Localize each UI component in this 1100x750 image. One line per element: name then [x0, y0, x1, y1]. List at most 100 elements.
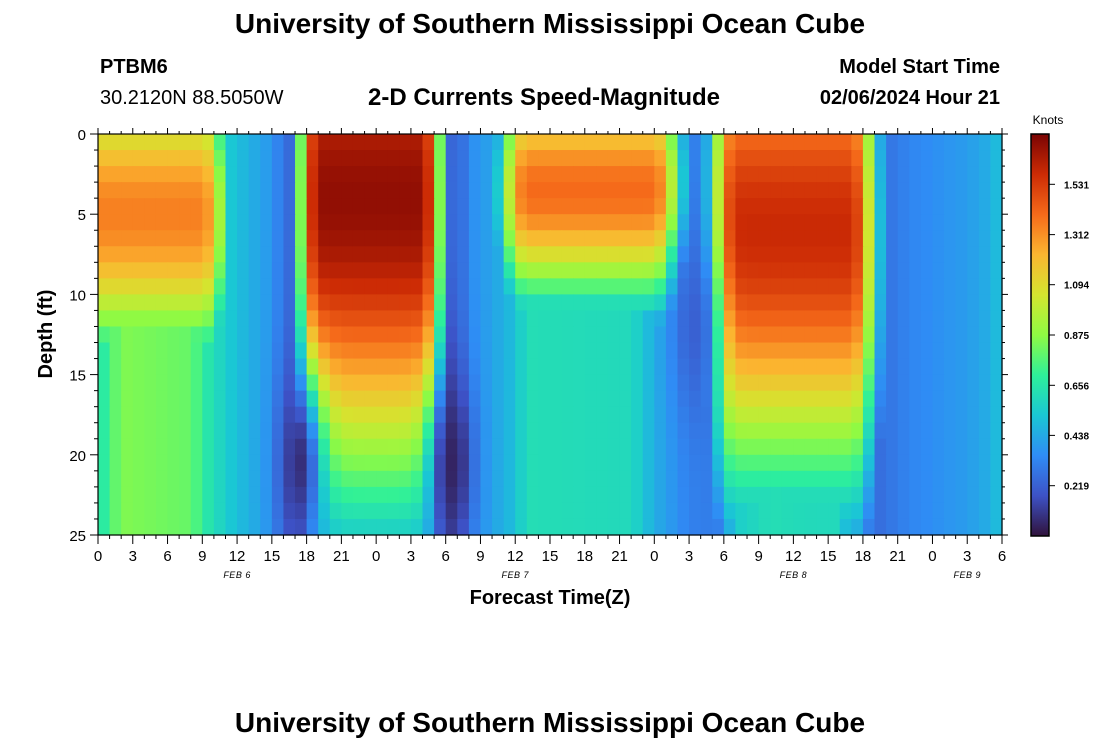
- heatmap-cell: [132, 246, 145, 263]
- heatmap-cell: [862, 502, 876, 520]
- heatmap-cell: [167, 230, 180, 247]
- heatmap-cell: [492, 214, 505, 231]
- heatmap-cell: [167, 310, 180, 328]
- heatmap-cell: [723, 438, 737, 456]
- heatmap-cell: [132, 326, 145, 344]
- heatmap-cell: [758, 294, 771, 312]
- heatmap-cell: [503, 246, 516, 263]
- heatmap-cell: [121, 150, 134, 167]
- heatmap-cell: [329, 246, 342, 263]
- heatmap-cell: [503, 150, 516, 167]
- heatmap-cell: [723, 518, 737, 536]
- heatmap-cell: [920, 406, 934, 424]
- heatmap-cell: [503, 310, 516, 328]
- heatmap-cell: [793, 438, 806, 456]
- heatmap-cell: [573, 470, 586, 488]
- heatmap-cell: [793, 182, 806, 199]
- heatmap-cell: [816, 502, 829, 520]
- heatmap-cell: [352, 342, 366, 360]
- heatmap-cell: [260, 502, 273, 520]
- heatmap-cell: [689, 406, 702, 424]
- heatmap-cell: [306, 374, 319, 392]
- heatmap-cell: [98, 438, 111, 456]
- heatmap-cell: [271, 278, 285, 295]
- heatmap-cell: [225, 214, 238, 231]
- heatmap-cell: [920, 358, 934, 376]
- heatmap-cell: [561, 454, 574, 472]
- heatmap-cell: [341, 390, 354, 408]
- heatmap-cell: [897, 262, 910, 279]
- heatmap-cell: [654, 470, 667, 488]
- heatmap-cell: [781, 166, 794, 183]
- heatmap-cell: [480, 150, 493, 167]
- heatmap-cell: [607, 214, 621, 231]
- heatmap-cell: [179, 390, 192, 408]
- heatmap-cell: [468, 470, 482, 488]
- heatmap-cell: [237, 486, 250, 504]
- heatmap-cell: [723, 294, 737, 312]
- heatmap-cell: [387, 230, 400, 247]
- heatmap-cell: [642, 454, 655, 472]
- heatmap-cell: [920, 390, 934, 408]
- heatmap-cell: [654, 166, 667, 183]
- x-tick-label: 18: [855, 548, 872, 565]
- heatmap-cell: [445, 166, 458, 183]
- heatmap-cell: [144, 310, 157, 328]
- heatmap-cell: [642, 294, 655, 312]
- heatmap-cell: [793, 326, 806, 344]
- heatmap-cell: [109, 454, 122, 472]
- heatmap-cell: [329, 438, 342, 456]
- heatmap-cell: [550, 358, 563, 376]
- heatmap-cell: [445, 358, 458, 376]
- heatmap-cell: [561, 342, 574, 360]
- heatmap-cell: [561, 470, 574, 488]
- heatmap-cell: [98, 326, 111, 344]
- date-label: FEB 6: [223, 570, 251, 580]
- heatmap-cell: [770, 406, 783, 424]
- heatmap-cell: [816, 486, 829, 504]
- heatmap-cell: [851, 454, 864, 472]
- heatmap-cell: [364, 182, 377, 199]
- heatmap-cell: [179, 454, 192, 472]
- heatmap-cell: [932, 342, 945, 360]
- heatmap-cell: [190, 406, 203, 424]
- heatmap-cell: [248, 326, 261, 344]
- heatmap-cell: [700, 198, 713, 215]
- heatmap-cell: [944, 294, 957, 312]
- heatmap-cell: [341, 326, 354, 344]
- heatmap-cell: [828, 198, 841, 215]
- heatmap-cell: [897, 454, 910, 472]
- heatmap-cell: [747, 294, 760, 312]
- heatmap-cell: [793, 518, 806, 536]
- heatmap-cell: [804, 182, 818, 199]
- heatmap-cell: [295, 518, 308, 536]
- heatmap-cell: [886, 454, 899, 472]
- heatmap-cell: [619, 150, 632, 167]
- heatmap-cell: [202, 422, 215, 440]
- heatmap-cell: [318, 214, 331, 231]
- heatmap-cell: [897, 278, 910, 295]
- heatmap-cell: [700, 374, 713, 392]
- heatmap-cell: [144, 390, 157, 408]
- heatmap-cell: [631, 438, 644, 456]
- heatmap-cell: [376, 454, 389, 472]
- heatmap-cell: [190, 198, 203, 215]
- heatmap-cell: [886, 438, 899, 456]
- heatmap-cell: [631, 166, 644, 183]
- heatmap-cell: [550, 454, 563, 472]
- heatmap-cell: [109, 374, 122, 392]
- heatmap-cell: [306, 342, 319, 360]
- heatmap-cell: [967, 230, 980, 247]
- heatmap-cell: [399, 374, 412, 392]
- heatmap-cell: [596, 198, 609, 215]
- heatmap-cell: [758, 438, 771, 456]
- heatmap-cell: [237, 166, 250, 183]
- heatmap-cell: [619, 374, 632, 392]
- heatmap-cell: [561, 502, 574, 520]
- heatmap-cell: [839, 422, 852, 440]
- heatmap-cell: [607, 390, 621, 408]
- heatmap-cell: [700, 230, 713, 247]
- heatmap-cell: [689, 502, 702, 520]
- heatmap-cell: [607, 438, 621, 456]
- heatmap-cell: [689, 518, 702, 536]
